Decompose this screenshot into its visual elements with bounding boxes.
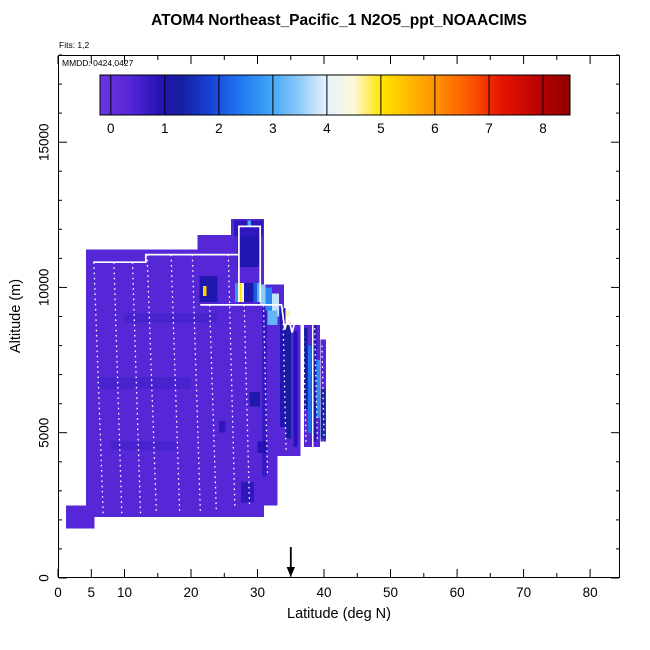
y-tick-label: 5000	[37, 418, 52, 448]
flight-track	[93, 262, 104, 515]
heatmap-cell	[234, 283, 239, 302]
heatmap-cell	[234, 220, 263, 237]
x-tick-label: 40	[316, 585, 331, 600]
flight-track	[227, 254, 236, 509]
heatmap-cell	[238, 283, 242, 302]
heatmap-cell	[124, 313, 218, 323]
heatmap-cell	[285, 322, 291, 439]
heatmap-cell	[247, 220, 251, 227]
heatmap-cell	[260, 284, 266, 305]
x-tick-label: 5	[88, 585, 96, 600]
flight-track	[191, 254, 201, 512]
plot-border	[58, 55, 620, 578]
flight-track	[243, 304, 251, 506]
colorbar-tick-label: 1	[161, 121, 169, 136]
y-axis-title: Altitude (m)	[8, 278, 24, 354]
heatmap-cell	[256, 283, 261, 302]
colorbar-tick-label: 2	[215, 121, 223, 136]
colorbar-tick-label: 4	[323, 121, 331, 136]
heatmap-cell	[97, 377, 191, 390]
colorbar-tick-label: 8	[539, 121, 547, 136]
mmdd-annotation: MMDD: 0424,0427	[62, 58, 134, 68]
heatmap-cell	[85, 249, 265, 285]
flight-track	[131, 262, 142, 515]
y-tick-label: 15000	[37, 123, 52, 161]
fits-annotation: Fits: 1,2	[59, 40, 90, 50]
heatmap-cell	[240, 482, 255, 503]
x-tick-label: 10	[117, 585, 132, 600]
flight-track	[200, 304, 296, 333]
colorbar-tick-label: 3	[269, 121, 277, 136]
colorbar-tick-label: 0	[107, 121, 115, 136]
heatmap-cell	[85, 505, 265, 517]
heatmap-cell	[308, 345, 312, 433]
flight-track	[302, 330, 307, 445]
heatmap-cell	[313, 325, 317, 442]
heatmap-cell	[219, 421, 226, 433]
flight-track	[113, 262, 123, 515]
x-axis-title: Latitude (deg N)	[287, 606, 391, 622]
heatmap-cell	[249, 392, 261, 407]
heatmap-cell	[257, 441, 268, 453]
heatmap-cell	[265, 287, 273, 311]
chart-title: ATOM4 Northeast_Pacific_1 N2O5_ppt_NOAAC…	[151, 12, 527, 29]
heatmap-cell	[244, 283, 254, 302]
heatmap-cell	[199, 275, 218, 302]
x-tick-label: 80	[583, 585, 598, 600]
flight-track	[238, 225, 262, 302]
colorbar-tick-label: 5	[377, 121, 385, 136]
heatmap-cell	[203, 286, 207, 297]
colorbar-tick-label: 7	[485, 121, 493, 136]
heatmap-cell	[293, 331, 298, 448]
heatmap-cell	[253, 283, 257, 302]
y-tick-label: 10000	[37, 269, 52, 307]
arrow-head	[286, 567, 295, 577]
heatmap-cell	[267, 310, 278, 326]
x-tick-label: 30	[250, 585, 265, 600]
x-tick-label: 20	[183, 585, 198, 600]
flight-track	[282, 307, 287, 454]
colorbar-tick-label: 6	[431, 121, 439, 136]
x-tick-label: 70	[516, 585, 531, 600]
heatmap-cell	[262, 307, 267, 477]
x-tick-label: 0	[54, 585, 62, 600]
heatmap-cell	[241, 283, 245, 302]
heatmap-cell	[316, 360, 320, 419]
heatmap-cell	[111, 441, 178, 451]
x-tick-label: 50	[383, 585, 398, 600]
colorbar	[99, 74, 571, 116]
heatmap-cell	[237, 236, 261, 268]
flight-track	[262, 304, 269, 474]
heatmap-cell	[280, 307, 286, 427]
heatmap-cell	[304, 328, 308, 410]
flight-track	[208, 304, 217, 512]
y-tick-label: 0	[37, 574, 52, 582]
heatmap-cell	[85, 325, 301, 456]
x-tick-label: 60	[450, 585, 465, 600]
flight-track	[314, 328, 319, 442]
